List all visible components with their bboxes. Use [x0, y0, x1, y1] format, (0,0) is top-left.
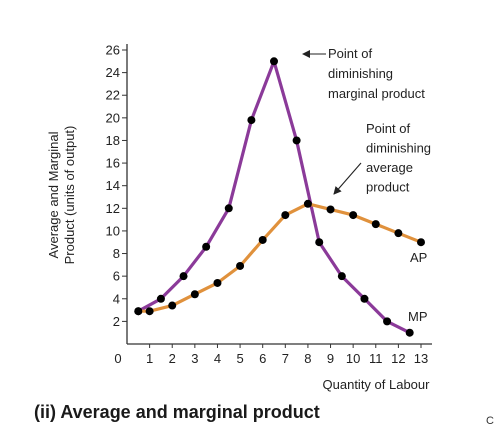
series-label-ap: AP [410, 250, 427, 265]
y-tick-label: 20 [106, 110, 120, 125]
data-point-ap [213, 278, 222, 287]
series-line-ap [136, 202, 423, 313]
y-axis-label: Average and MarginalProduct (units of ou… [46, 126, 77, 265]
x-tick-label: 6 [259, 351, 266, 366]
annotation-line: diminishing [328, 66, 393, 81]
y-tick-label: 26 [106, 43, 120, 58]
y-tick-label: 22 [106, 88, 120, 103]
data-point-ap [134, 307, 143, 316]
data-point-mp [360, 294, 369, 303]
data-point-mp [156, 294, 165, 303]
data-point-mp [337, 272, 346, 281]
annotations: Point of diminishing marginal productPoint… [302, 46, 431, 195]
y-axis-label-line: Average and Marginal [46, 131, 61, 258]
y-tick-label: 8 [113, 246, 120, 261]
x-tick-label: 11 [369, 351, 383, 366]
data-point-mp [179, 272, 188, 281]
x-tick-label: 1 [146, 351, 153, 366]
x-axis-label: Quantity of Labour [323, 377, 431, 392]
annotation-line: diminishing [366, 141, 431, 156]
data-point-ap [349, 211, 358, 220]
annotation-line: average [366, 160, 413, 175]
annotation: Point of diminishing average product [333, 121, 431, 195]
annotation-arrow [333, 162, 362, 195]
y-tick-label: 24 [106, 65, 120, 80]
y-tick-label: 16 [106, 156, 120, 171]
annotation-line: product [366, 180, 410, 195]
data-point-ap [303, 199, 312, 208]
x-tick-label: 12 [391, 351, 405, 366]
corner-text: C [486, 415, 494, 427]
axes [126, 44, 432, 345]
x-ticks: 0 1 2 3 4 5 6 7 8 9 10 11 12 13 [114, 344, 428, 366]
data-point-ap [417, 238, 425, 247]
annotation-line: Point of [328, 46, 372, 61]
y-tick-label: 10 [106, 223, 120, 238]
y-tick-label: 6 [113, 269, 120, 284]
data-point-ap [236, 261, 245, 270]
data-point-mp [405, 328, 414, 337]
y-tick-label: 12 [106, 201, 120, 216]
data-point-ap [190, 290, 199, 299]
x-tick-label: 13 [414, 351, 428, 366]
data-point-mp [270, 57, 278, 66]
data-point-mp [224, 204, 233, 213]
y-tick-label: 14 [106, 178, 120, 193]
x-tick-label: 9 [327, 351, 334, 366]
data-point-ap [371, 220, 380, 229]
x-tick-label: 7 [282, 351, 289, 366]
x-tick-label: 10 [346, 351, 360, 366]
y-tick-label: 2 [113, 314, 120, 329]
data-point-ap [281, 211, 290, 220]
y-tick-label: 4 [113, 291, 120, 306]
data-point-mp [315, 238, 324, 247]
annotation-text: Point of diminishing marginal product [328, 46, 425, 101]
y-tick-label: 18 [106, 133, 120, 148]
data-point-ap [326, 205, 335, 214]
x-tick-label: 3 [191, 351, 198, 366]
data-point-ap [145, 307, 154, 316]
x-tick-label: 5 [236, 351, 243, 366]
data-point-mp [202, 242, 211, 251]
series-ap: AP [134, 199, 427, 316]
series-line-mp [136, 59, 412, 335]
data-point-mp [383, 317, 392, 326]
x-tick-label: 4 [214, 351, 221, 366]
data-point-ap [258, 235, 267, 244]
data-point-mp [292, 136, 301, 145]
x-tick-label: 2 [169, 351, 176, 366]
series-label-mp: MP [408, 309, 428, 324]
x-tick-label: 8 [304, 351, 311, 366]
series: MP AP [134, 57, 428, 337]
x-tick-label: 0 [114, 351, 121, 366]
data-point-mp [247, 116, 256, 125]
annotation-line: Point of [366, 121, 410, 136]
annotation-line: marginal product [328, 86, 425, 101]
y-axis-label-line: Product (units of output) [62, 126, 77, 265]
chart-caption: (ii) Average and marginal product [34, 402, 320, 422]
annotation: Point of diminishing marginal product [302, 46, 425, 101]
data-point-ap [168, 301, 177, 310]
annotation-text: Point of diminishing average product [366, 121, 431, 195]
data-point-ap [394, 229, 403, 238]
